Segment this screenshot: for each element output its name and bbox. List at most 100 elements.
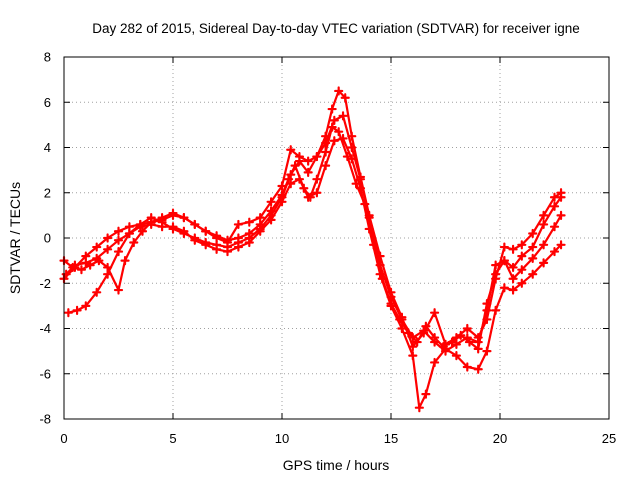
data-point (168, 208, 178, 218)
data-point (539, 219, 549, 230)
data-point (364, 213, 374, 223)
data-point (233, 237, 243, 248)
data-point (113, 235, 124, 245)
data-point (303, 192, 313, 202)
data-point (462, 362, 472, 372)
data-point (286, 145, 296, 155)
data-point (430, 308, 440, 318)
data-point (70, 260, 80, 270)
data-point (321, 147, 331, 157)
data-point (103, 262, 113, 273)
data-point (338, 133, 348, 144)
data-point (303, 167, 313, 177)
data-point (120, 256, 130, 266)
data-point (355, 174, 366, 184)
data-point (103, 233, 113, 243)
y-tick-label: 8 (44, 50, 51, 65)
data-point (517, 251, 527, 261)
data-point (303, 156, 313, 166)
data-point (419, 326, 429, 336)
data-point (190, 233, 200, 243)
data-point (499, 242, 509, 252)
data-point (129, 237, 139, 248)
data-point (539, 210, 549, 220)
data-point (277, 192, 287, 202)
data-point (190, 219, 200, 230)
data-point (508, 244, 518, 254)
y-tick-label: 6 (44, 95, 51, 110)
data-point (212, 240, 222, 250)
data-point (312, 188, 322, 198)
data-point (539, 240, 549, 250)
data-point (414, 403, 424, 413)
data-point (294, 156, 305, 166)
data-point (113, 246, 124, 257)
data-point (549, 246, 560, 257)
data-point (508, 262, 518, 273)
data-point (430, 357, 440, 368)
y-tick-label: 0 (44, 231, 51, 246)
x-tick-label: 10 (275, 431, 289, 446)
data-point (556, 188, 566, 198)
data-point (386, 301, 396, 311)
y-tick-label: -4 (39, 321, 51, 336)
data-point (124, 228, 134, 239)
data-point (179, 228, 189, 239)
satellite-track-4 (61, 111, 566, 356)
data-point (81, 301, 91, 311)
data-point (556, 210, 566, 220)
data-point (347, 142, 357, 153)
data-point (255, 224, 265, 234)
data-point (321, 161, 331, 171)
data-point (63, 308, 73, 318)
y-tick-label: 4 (44, 140, 51, 155)
gridlines (64, 57, 609, 419)
x-tick-label: 15 (384, 431, 398, 446)
data-point (233, 219, 243, 230)
x-tick-label: 0 (60, 431, 67, 446)
y-tick-label: 2 (44, 185, 51, 200)
data-point (113, 285, 124, 295)
data-series (59, 86, 566, 413)
data-point (201, 237, 211, 248)
data-point (528, 242, 538, 252)
data-point (408, 351, 418, 361)
data-point (222, 242, 233, 252)
data-point (375, 260, 385, 270)
data-point (92, 287, 102, 297)
data-point (556, 240, 566, 250)
data-point (334, 86, 344, 96)
data-point (312, 151, 322, 162)
data-point (338, 111, 348, 121)
data-point (340, 93, 350, 103)
data-point (92, 242, 102, 252)
data-point (397, 314, 407, 325)
axes: 0 5 10 15 20 25 -8 -6 -4 -2 0 2 4 6 8 (39, 50, 616, 447)
x-tick-label: 25 (602, 431, 616, 446)
data-point (135, 219, 145, 230)
data-point (244, 233, 254, 243)
data-point (549, 201, 560, 211)
data-point (408, 342, 418, 352)
data-point (462, 332, 472, 343)
data-point (421, 389, 431, 399)
x-axis-label: GPS time / hours (283, 457, 390, 473)
data-point (482, 305, 492, 315)
data-point (539, 258, 549, 268)
data-point (266, 210, 276, 220)
data-point (137, 226, 148, 236)
x-tick-label: 5 (169, 431, 176, 446)
data-point (491, 305, 501, 315)
data-point (491, 260, 501, 270)
data-point (549, 192, 560, 202)
data-point (72, 305, 82, 315)
data-point (244, 217, 254, 227)
data-point (103, 244, 113, 254)
data-point (76, 265, 87, 275)
data-point (327, 104, 337, 114)
data-point (294, 174, 305, 184)
data-point (440, 346, 451, 356)
data-point (462, 323, 472, 334)
data-point (499, 283, 509, 293)
data-point (508, 285, 518, 295)
